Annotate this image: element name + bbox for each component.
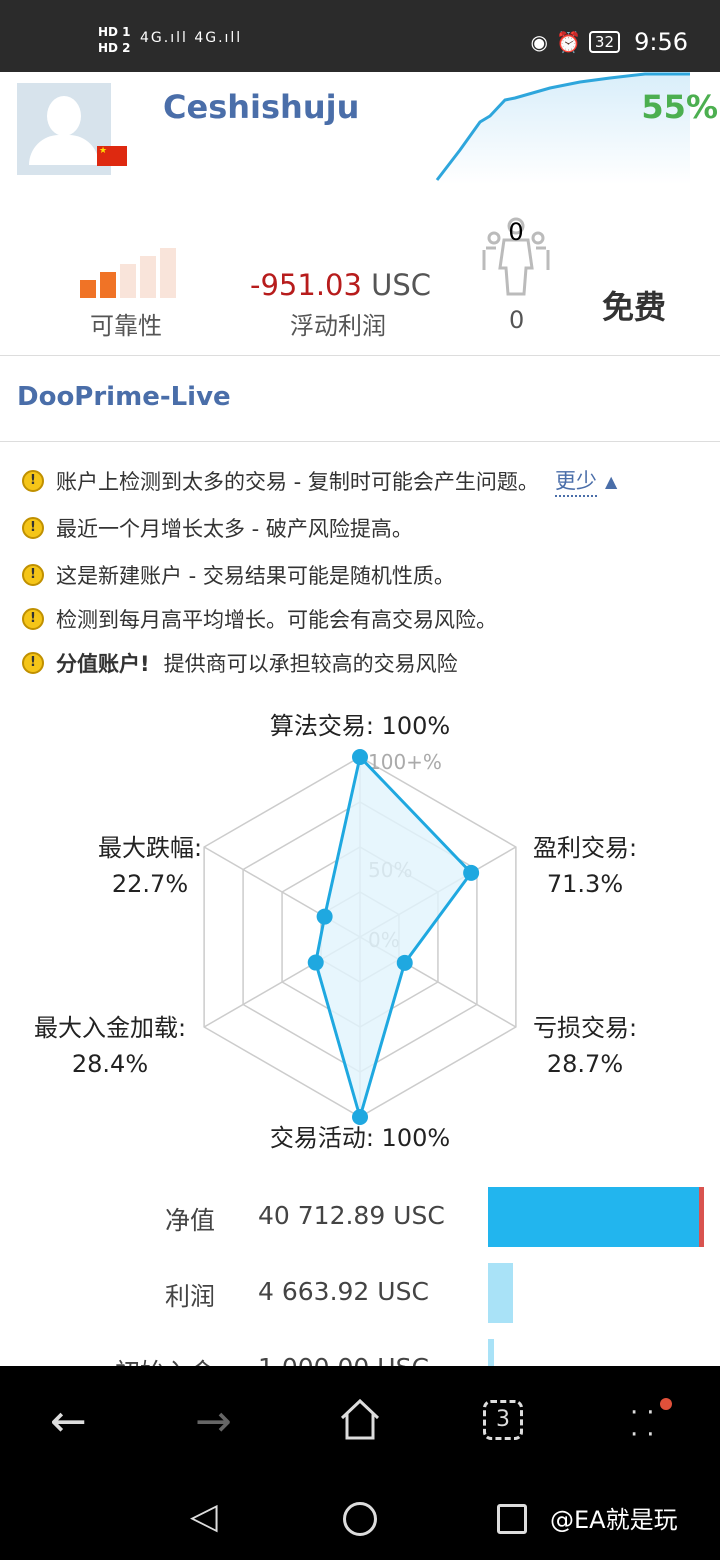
china-flag-icon: ★ <box>97 146 127 166</box>
eye-icon: ◉ <box>530 30 548 54</box>
watermark: @EA就是玩 <box>550 1506 678 1534</box>
reliability-bar <box>120 264 136 298</box>
divider <box>0 441 720 442</box>
axis-label-max-drawdown: 最大跌幅: 22.7% <box>97 834 203 898</box>
subscribers-icon: 0 <box>478 216 554 296</box>
radar-point <box>316 908 333 925</box>
status-icons: ◉ ⏰ 32 <box>531 30 620 54</box>
warning-item: ! 检测到每月高平均增长。可能会有高交易风险。 <box>22 604 497 634</box>
reliability-bar <box>160 248 176 298</box>
balance-row: 利润 4 663.92 USC <box>0 1263 720 1323</box>
balance-bar <box>488 1187 704 1247</box>
reliability-bar <box>100 272 116 298</box>
balance-row: 净值 40 712.89 USC <box>0 1187 720 1247</box>
reliability-bar <box>140 256 156 298</box>
warning-icon: ! <box>22 564 44 586</box>
battery-icon: 32 <box>588 31 620 53</box>
radar-point <box>352 1109 368 1125</box>
sim-indicators: HD 1 HD 2 <box>98 25 131 55</box>
radar-point <box>352 749 368 765</box>
back-icon[interactable]: ← <box>50 1396 87 1447</box>
tabs-button[interactable]: 3 <box>483 1400 523 1440</box>
signal-icon: 4G.ıll 4G.ıll <box>140 30 243 46</box>
radar-point <box>463 864 480 881</box>
warning-item: ! 最近一个月增长太多 - 破产风险提高。 <box>22 513 413 543</box>
forward-icon[interactable]: → <box>195 1396 232 1447</box>
balance-value: 40 712.89 USC <box>258 1201 445 1230</box>
status-bar: HD 1 HD 2 4G.ıll 4G.ıll ◉ ⏰ 32 9:56 <box>0 0 720 72</box>
balance-label: 净值 <box>164 1206 215 1235</box>
signal-name[interactable]: Ceshishuju <box>163 88 360 126</box>
warning-icon: ! <box>22 652 44 674</box>
notification-dot <box>660 1398 672 1410</box>
divider <box>0 355 720 356</box>
show-less-link[interactable]: 更少 <box>554 465 597 497</box>
warning-item: ! 这是新建账户 - 交易结果可能是随机性质。 <box>22 560 455 590</box>
floating-profit: -951.03 USC <box>250 268 432 302</box>
axis-label-max-deposit-load: 最大入金加载: 28.4% <box>33 1014 187 1078</box>
browser-nav-bar: ← → 3 ·· ·· ◁ @EA就是玩 <box>0 1366 720 1560</box>
radar-point <box>396 954 413 971</box>
home-icon[interactable] <box>338 1398 382 1446</box>
axis-label-profit-trades: 盈利交易: 71.3% <box>532 834 638 898</box>
axis-label-activity: 交易活动: 100% <box>269 1124 451 1152</box>
radar-point <box>307 954 324 971</box>
warning-icon: ! <box>22 470 44 492</box>
avatar[interactable] <box>17 83 111 175</box>
axis-label-loss-trades: 亏损交易: 28.7% <box>532 1014 638 1078</box>
radar-series-area <box>314 753 474 1123</box>
balance-value: 4 663.92 USC <box>258 1277 429 1306</box>
warning-icon: ! <box>22 517 44 539</box>
warning-icon: ! <box>22 608 44 630</box>
system-home-icon[interactable] <box>343 1502 377 1536</box>
alarm-icon: ⏰ <box>556 30 581 54</box>
radar-ring-label: 100+% <box>368 750 442 774</box>
balance-label: 利润 <box>164 1282 215 1311</box>
menu-icon[interactable]: ·· ·· <box>630 1398 663 1450</box>
stats-row: 可靠性 -951.03 USC 浮动利润 0 0 免费 <box>0 217 720 340</box>
floating-profit-label: 浮动利润 <box>290 312 386 340</box>
caret-up-icon[interactable]: ▲ <box>604 471 618 491</box>
radar-chart: 100+%50%0% <box>203 749 517 1125</box>
broker-name[interactable]: DooPrime-Live <box>17 382 231 412</box>
subscribers-count: 0 <box>509 306 525 334</box>
growth-sparkline <box>435 72 690 184</box>
price: 免费 <box>602 288 667 326</box>
balance-bar <box>488 1263 513 1323</box>
reliability-bar <box>80 280 96 298</box>
warning-item: ! 账户上检测到太多的交易 - 复制时可能会产生问题。 更少 ▲ <box>22 465 617 497</box>
system-recents-icon[interactable] <box>497 1504 527 1534</box>
clock: 9:56 <box>634 28 688 56</box>
system-back-icon[interactable]: ◁ <box>190 1496 218 1537</box>
reliability-bars <box>80 248 176 298</box>
growth-percent: 55% <box>641 88 718 126</box>
reliability-label: 可靠性 <box>90 312 162 340</box>
axis-label-algo: 算法交易: 100% <box>269 712 451 740</box>
warning-item: ! 分值账户! 提供商可以承担较高的交易风险 <box>22 648 458 678</box>
